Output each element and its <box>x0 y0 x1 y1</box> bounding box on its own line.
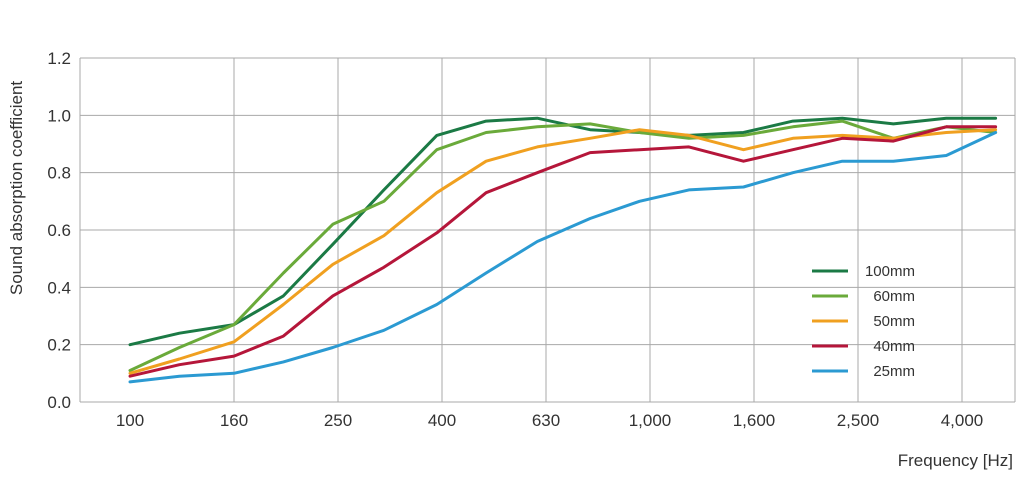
y-tick-label: 0.4 <box>47 278 71 297</box>
x-tick-label: 400 <box>428 411 456 430</box>
x-axis-ticks: 100 160 250 400 630 1,000 1,600 2,500 4,000 <box>116 411 983 430</box>
y-axis-title: Sound absorption coefficient <box>7 81 26 296</box>
y-tick-label: 0.0 <box>47 393 71 412</box>
y-tick-label: 1.2 <box>47 49 71 68</box>
x-tick-label: 1,000 <box>629 411 672 430</box>
series-lines <box>128 116 998 384</box>
x-tick-label: 4,000 <box>941 411 984 430</box>
legend-label: 100mm <box>865 263 915 280</box>
x-tick-label: 100 <box>116 411 144 430</box>
x-tick-label: 2,500 <box>837 411 880 430</box>
legend-label: 60mm <box>873 288 915 305</box>
y-axis-ticks: 0.0 0.2 0.4 0.6 0.8 1.0 1.2 <box>47 49 71 412</box>
legend-label: 40mm <box>873 338 915 355</box>
x-axis-title: Frequency [Hz] <box>898 451 1013 470</box>
y-tick-label: 0.8 <box>47 164 71 183</box>
y-tick-label: 1.0 <box>47 106 71 125</box>
x-tick-label: 630 <box>532 411 560 430</box>
series-line-40mm <box>128 125 998 378</box>
legend: 100mm 60mm 50mm 40mm 25mm <box>812 263 915 380</box>
x-tick-label: 1,600 <box>733 411 776 430</box>
x-tick-label: 160 <box>220 411 248 430</box>
series-line-50mm <box>128 128 998 375</box>
legend-label: 50mm <box>873 313 915 330</box>
series-line-25mm <box>128 131 998 384</box>
y-tick-label: 0.2 <box>47 336 71 355</box>
legend-label: 25mm <box>873 363 915 380</box>
x-tick-label: 250 <box>324 411 352 430</box>
grid <box>79 57 1016 403</box>
y-tick-label: 0.6 <box>47 221 71 240</box>
series-line-60mm <box>128 119 998 372</box>
